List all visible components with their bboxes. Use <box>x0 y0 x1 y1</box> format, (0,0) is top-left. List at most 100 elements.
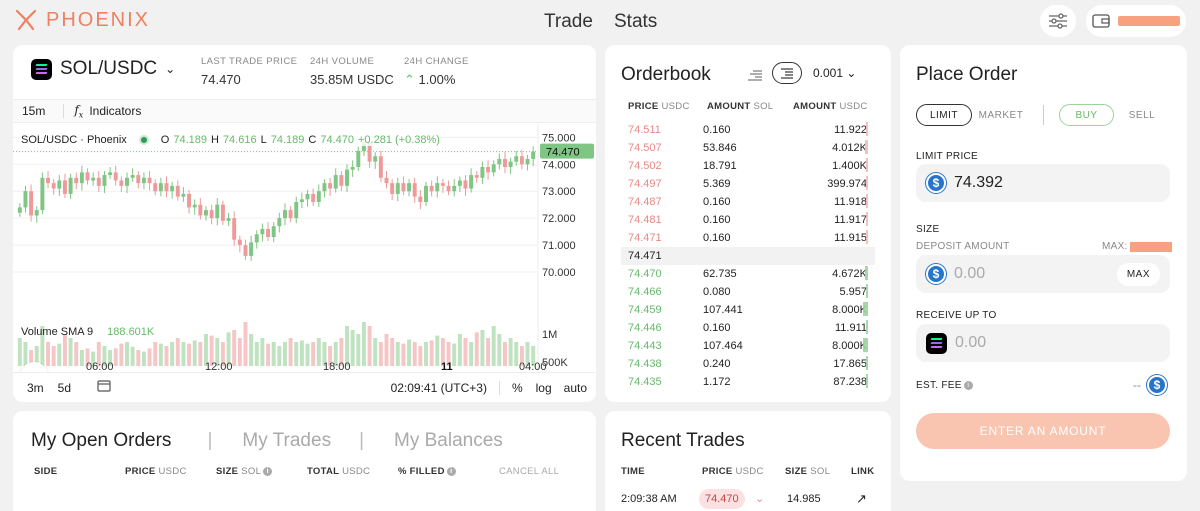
ask-row[interactable]: 74.481 0.160 11.917 <box>605 211 891 229</box>
logo[interactable]: PHOENIX <box>14 8 150 32</box>
volume-bar <box>452 343 457 366</box>
volume-bar <box>57 343 62 366</box>
cancel-all-button[interactable]: CANCEL ALL <box>499 466 560 477</box>
bid-row[interactable]: 74.446 0.160 11.911 <box>605 319 891 337</box>
candle-body <box>260 228 265 235</box>
ask-amount: 18.791 <box>703 160 737 172</box>
price-chart[interactable]: 75.000 74.000 73.000 72.000 71.000 70.000 74.4… <box>13 124 596 372</box>
bid-amount: 0.160 <box>703 322 731 334</box>
stat-24h-change: 24H CHANGE ⌃ 1.00% <box>404 56 469 88</box>
chart-toolbar: 15m fx Indicators <box>13 99 596 123</box>
info-icon[interactable]: i <box>446 466 456 476</box>
tab-my-trades[interactable]: My Trades <box>242 430 332 451</box>
ask-depth-bar <box>866 176 868 190</box>
percent-toggle[interactable]: % <box>511 380 523 395</box>
usdc-icon: $ <box>926 173 946 193</box>
time-tick-label: 18:00 <box>323 361 351 372</box>
candle-body <box>226 218 231 221</box>
bid-row[interactable]: 74.438 0.240 17.865 <box>605 355 891 373</box>
market-selector[interactable]: SOL/USDC ⌄ <box>31 58 175 80</box>
submit-order-button[interactable]: ENTER AN AMOUNT <box>916 413 1170 449</box>
fee-value-wrap: -- $ <box>1133 375 1167 395</box>
deposit-amount-input[interactable]: $ 0.00 MAX <box>916 255 1170 293</box>
orderbook-depth-icon[interactable] <box>772 62 802 84</box>
side-buy[interactable]: BUY <box>1059 104 1114 126</box>
volume-bar <box>367 326 372 366</box>
last-price-label: 74.470 <box>546 147 580 159</box>
ask-row[interactable]: 74.487 0.160 11.918 <box>605 193 891 211</box>
volume-bar <box>407 339 412 366</box>
deposit-label: DEPOSIT AMOUNT <box>916 241 1010 252</box>
bid-row[interactable]: 74.470 62.735 4.672K <box>605 265 891 283</box>
ask-row[interactable]: 74.502 18.791 1.400K <box>605 157 891 175</box>
ask-usdc: 11.915 <box>834 232 867 244</box>
volume-bar <box>46 342 51 366</box>
col-price-unit: USDC <box>158 466 187 477</box>
max-button[interactable]: MAX <box>1116 262 1160 286</box>
tab-divider: | <box>207 430 213 451</box>
live-dot-icon <box>138 135 149 145</box>
ask-row[interactable]: 74.471 0.160 11.915 <box>605 229 891 247</box>
chart-clock: 02:09:41 (UTC+3) <box>390 380 487 395</box>
candle-body <box>113 172 118 181</box>
external-link-icon[interactable]: ↗ <box>856 491 867 506</box>
range-3m[interactable]: 3m <box>27 380 44 395</box>
bid-row[interactable]: 74.435 1.172 87.238 <box>605 373 891 391</box>
bid-usdc: 8.000K <box>832 304 867 316</box>
orderbook-layout-icon[interactable] <box>747 68 763 86</box>
chevron-down-icon: ⌄ <box>165 62 176 76</box>
volume-bar <box>469 342 474 366</box>
legend-o-label: O <box>160 134 170 146</box>
candle-body <box>418 196 423 202</box>
volume-bar <box>424 342 428 366</box>
legend-low: 74.189 <box>270 134 305 146</box>
nav-stats[interactable]: Stats <box>614 11 658 32</box>
bid-depth-bar <box>866 374 868 388</box>
volume-bar <box>260 338 265 366</box>
volume-bar <box>68 338 73 366</box>
limit-price-label: LIMIT PRICE <box>916 151 979 162</box>
volume-bar <box>91 351 96 366</box>
bid-usdc: 4.672K <box>832 268 867 280</box>
candle-body <box>480 167 485 178</box>
info-icon[interactable]: i <box>263 466 273 476</box>
wallet-button[interactable] <box>1086 5 1186 37</box>
size-label: SIZE <box>916 224 940 235</box>
tab-my-balances[interactable]: My Balances <box>394 430 503 451</box>
candle-body <box>328 183 333 189</box>
bid-usdc: 8.000K <box>832 340 867 352</box>
side-sell[interactable]: SELL <box>1128 109 1156 121</box>
order-type-market[interactable]: MARKET <box>978 109 1024 121</box>
recent-trades-panel: Recent Trades TIME PRICE USDC SIZE SOL L… <box>605 411 891 511</box>
bid-depth-bar <box>866 320 868 334</box>
log-toggle[interactable]: log <box>535 380 552 395</box>
limit-price-field[interactable]: $ 74.392 <box>916 164 1170 202</box>
tab-open-orders[interactable]: My Open Orders <box>31 430 172 451</box>
interval-selector[interactable]: 15m <box>22 104 46 118</box>
ob-header-amount-usdc-label: AMOUNT <box>793 101 837 112</box>
bid-row[interactable]: 74.466 0.080 5.957 <box>605 283 891 301</box>
volume-bar <box>463 338 468 366</box>
ask-row[interactable]: 74.507 53.846 4.012K <box>605 139 891 157</box>
info-icon[interactable]: i <box>963 381 973 390</box>
auto-toggle[interactable]: auto <box>563 380 587 395</box>
tick-size-selector[interactable]: 0.001 ⌄ <box>813 66 856 80</box>
tradingview-logo-icon[interactable]: TV <box>20 362 48 372</box>
volume-bar <box>519 346 524 366</box>
volume-bar <box>514 342 519 366</box>
stat-label: LAST TRADE PRICE <box>201 56 298 67</box>
order-type-limit[interactable]: LIMIT <box>916 104 972 126</box>
indicators-button[interactable]: fx Indicators <box>74 103 141 119</box>
ask-row[interactable]: 74.511 0.160 11.922 <box>605 121 891 139</box>
bid-row[interactable]: 74.443 107.464 8.000K <box>605 337 891 355</box>
place-order-panel: Place Order LIMIT MARKET BUY SELL LIMIT … <box>900 45 1187 481</box>
date-range-icon[interactable] <box>97 380 111 395</box>
settings-button[interactable] <box>1040 5 1076 37</box>
range-5d[interactable]: 5d <box>57 380 72 395</box>
ask-usdc: 4.012K <box>832 142 867 154</box>
bid-row[interactable]: 74.459 107.441 8.000K <box>605 301 891 319</box>
ask-row[interactable]: 74.497 5.369 399.974 <box>605 175 891 193</box>
receive-amount-input[interactable]: 0.00 <box>916 324 1170 362</box>
nav-trade[interactable]: Trade <box>544 11 593 32</box>
col-time: TIME <box>621 466 645 477</box>
